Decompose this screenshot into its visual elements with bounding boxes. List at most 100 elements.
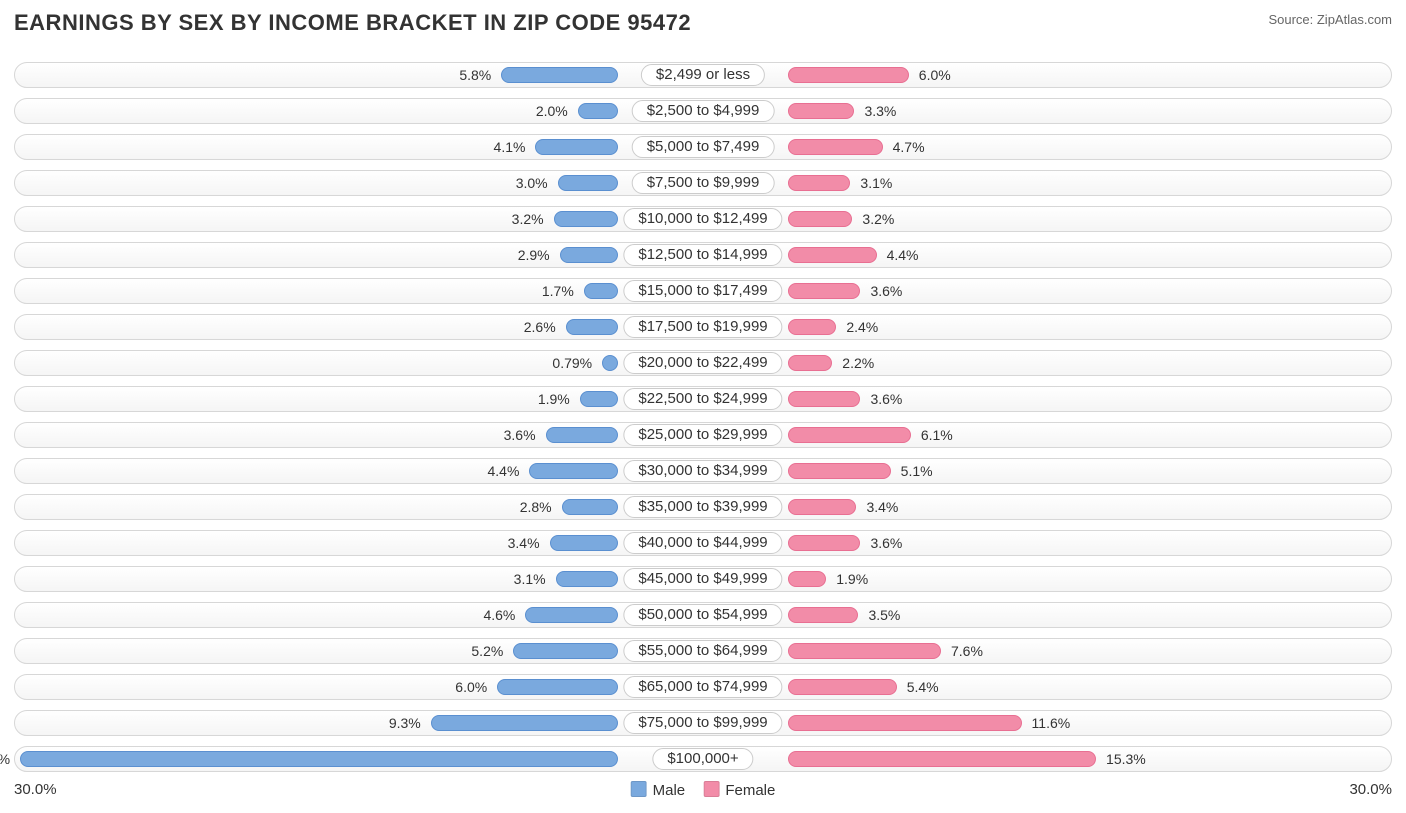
chart-row: 3.6%6.1%$25,000 to $29,999 (14, 418, 1392, 452)
legend: Male Female (631, 781, 776, 799)
legend-label-female: Female (725, 782, 775, 799)
chart-row: 0.79%2.2%$20,000 to $22,499 (14, 346, 1392, 380)
female-bar (788, 571, 826, 587)
chart-row: 3.1%1.9%$45,000 to $49,999 (14, 562, 1392, 596)
female-bar (788, 391, 860, 407)
male-value: 4.1% (494, 139, 532, 155)
category-pill: $40,000 to $44,999 (623, 532, 782, 554)
male-bar (562, 499, 618, 515)
female-bar (788, 319, 836, 335)
chart-source: Source: ZipAtlas.com (1268, 12, 1392, 27)
chart-row: 3.2% 3.2% $10,000 to $12,499 (14, 202, 1392, 236)
male-bar (584, 283, 618, 299)
diverging-bar-chart: 5.8%6.0%$2,499 or less2.0%3.3%$2,500 to … (14, 58, 1392, 773)
female-bar (788, 211, 852, 227)
male-value: 4.4% (488, 463, 526, 479)
female-value: 15.3% (1100, 751, 1146, 767)
female-value: 4.4% (881, 247, 919, 263)
legend-swatch-male (631, 781, 647, 797)
female-value: 11.6% (1026, 715, 1071, 731)
category-pill: $30,000 to $34,999 (623, 460, 782, 482)
chart-row: 2.6%2.4%$17,500 to $19,999 (14, 310, 1392, 344)
female-bar (788, 607, 858, 623)
category-pill: $100,000+ (652, 748, 753, 770)
female-bar (788, 463, 891, 479)
category-pill: $55,000 to $64,999 (623, 640, 782, 662)
category-pill: $7,500 to $9,999 (632, 172, 775, 194)
chart-row: 1.9% 3.6% $22,500 to $24,999 (14, 382, 1392, 416)
female-value: 4.7% (887, 139, 925, 155)
male-value: 5.2% (471, 643, 509, 659)
male-value: 29.7% (0, 751, 16, 767)
female-value: 5.1% (895, 463, 933, 479)
female-bar (788, 535, 860, 551)
female-bar (788, 751, 1096, 767)
female-value: 5.4% (901, 679, 939, 695)
female-bar (788, 355, 832, 371)
male-bar (20, 751, 618, 767)
chart-row: 4.4% 5.1% $30,000 to $34,999 (14, 454, 1392, 488)
female-value: 6.0% (913, 67, 951, 83)
female-bar (788, 643, 941, 659)
male-bar (550, 535, 618, 551)
chart-row: 2.0% 3.3% $2,500 to $4,999 (14, 94, 1392, 128)
female-bar (788, 247, 877, 263)
male-value: 3.4% (508, 535, 546, 551)
male-bar (578, 103, 618, 119)
axis-max-left: 30.0% (14, 781, 57, 798)
category-pill: $10,000 to $12,499 (623, 208, 782, 230)
category-pill: $12,500 to $14,999 (623, 244, 782, 266)
female-bar (788, 499, 856, 515)
male-bar (431, 715, 618, 731)
chart-row: 9.3%11.6%$75,000 to $99,999 (14, 706, 1392, 740)
chart-row: 5.8%6.0%$2,499 or less (14, 58, 1392, 92)
category-pill: $50,000 to $54,999 (623, 604, 782, 626)
chart-row: 3.4% 3.6% $40,000 to $44,999 (14, 526, 1392, 560)
female-value: 3.1% (854, 175, 892, 191)
male-value: 2.6% (524, 319, 562, 335)
category-pill: $45,000 to $49,999 (623, 568, 782, 590)
male-bar (546, 427, 618, 443)
category-pill: $35,000 to $39,999 (623, 496, 782, 518)
male-value: 1.9% (538, 391, 576, 407)
category-pill: $25,000 to $29,999 (623, 424, 782, 446)
female-bar (788, 679, 897, 695)
chart-row: 2.8%3.4%$35,000 to $39,999 (14, 490, 1392, 524)
male-bar (558, 175, 618, 191)
male-value: 3.0% (516, 175, 554, 191)
male-bar (497, 679, 618, 695)
chart-row: 4.1%4.7%$5,000 to $7,499 (14, 130, 1392, 164)
legend-swatch-female (703, 781, 719, 797)
male-value: 0.79% (552, 355, 598, 371)
male-bar (602, 355, 618, 371)
category-pill: $22,500 to $24,999 (623, 388, 782, 410)
chart-row: 6.0% 5.4% $65,000 to $74,999 (14, 670, 1392, 704)
male-bar (535, 139, 618, 155)
male-value: 2.8% (520, 499, 558, 515)
chart-row: 3.0% 3.1% $7,500 to $9,999 (14, 166, 1392, 200)
male-value: 5.8% (459, 67, 497, 83)
male-value: 2.0% (536, 103, 574, 119)
female-value: 3.6% (864, 535, 902, 551)
male-bar (525, 607, 618, 623)
female-bar (788, 283, 860, 299)
category-pill: $2,500 to $4,999 (632, 100, 775, 122)
male-value: 4.6% (483, 607, 521, 623)
female-value: 2.2% (836, 355, 874, 371)
male-value: 3.1% (514, 571, 552, 587)
male-value: 3.6% (504, 427, 542, 443)
female-value: 3.6% (864, 391, 902, 407)
category-pill: $65,000 to $74,999 (623, 676, 782, 698)
female-bar (788, 427, 911, 443)
female-bar (788, 67, 909, 83)
male-value: 3.2% (512, 211, 550, 227)
male-bar (529, 463, 618, 479)
female-bar (788, 103, 854, 119)
female-value: 7.6% (945, 643, 983, 659)
female-value: 3.2% (856, 211, 894, 227)
female-value: 3.6% (864, 283, 902, 299)
chart-row: 1.7%3.6%$15,000 to $17,499 (14, 274, 1392, 308)
male-value: 6.0% (455, 679, 493, 695)
female-value: 3.3% (858, 103, 896, 119)
chart-footer: 30.0% 30.0% Male Female (14, 781, 1392, 803)
